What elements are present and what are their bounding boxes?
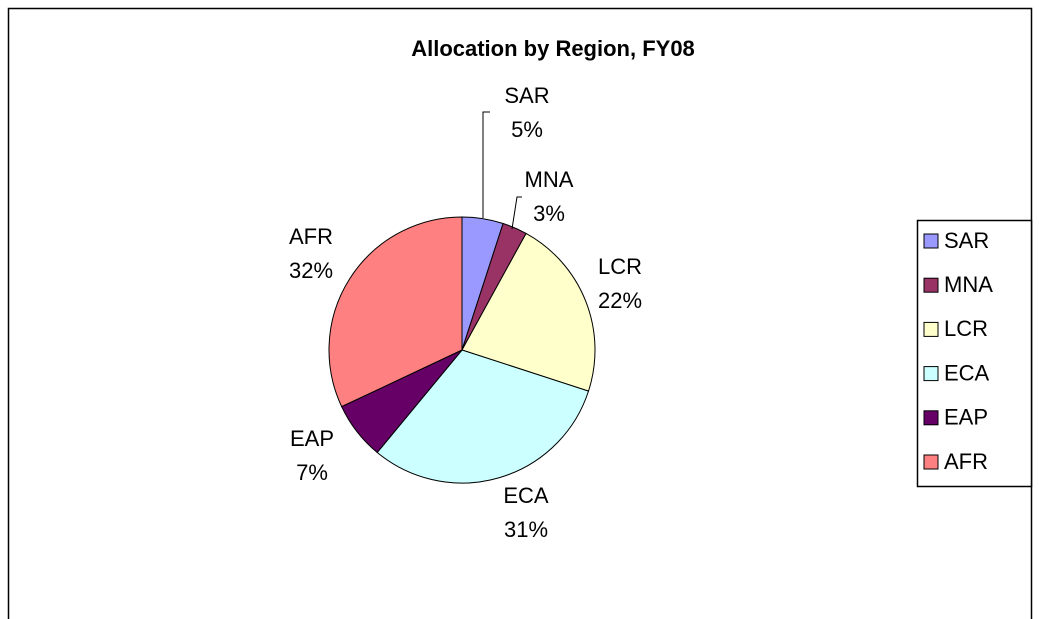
slice-label: LCR (598, 254, 642, 279)
legend-label: EAP (944, 405, 988, 430)
pie-slice (461, 232, 596, 392)
slice-value: 22% (598, 288, 642, 313)
legend-box (916, 219, 1033, 488)
slice-value: 7% (296, 460, 328, 485)
legend-swatch (923, 321, 939, 337)
legend-swatch (923, 366, 939, 382)
slice-label: AFR (289, 224, 333, 249)
legend-swatch (923, 233, 939, 249)
legend-label: MNA (944, 272, 993, 297)
legend-label: AFR (944, 449, 988, 474)
leader-line (511, 196, 522, 230)
slice-label: EAP (290, 426, 334, 451)
legend-label: ECA (944, 360, 990, 385)
legend-label: SAR (944, 228, 989, 253)
chart-title: Allocation by Region, FY08 (411, 36, 695, 61)
slice-value: 31% (504, 517, 548, 542)
slice-value: 3% (533, 201, 565, 226)
slice-label: MNA (525, 167, 574, 192)
pie-slice (376, 349, 590, 484)
slice-label: SAR (504, 83, 549, 108)
legend-swatch (923, 277, 939, 293)
slice-value: 32% (289, 258, 333, 283)
legend-label: LCR (944, 316, 988, 341)
leader-line (482, 111, 490, 218)
pie-slice (328, 216, 463, 408)
legend-swatch (923, 454, 939, 470)
slice-value: 5% (511, 117, 543, 142)
slice-label: ECA (503, 483, 549, 508)
legend-swatch (923, 410, 939, 426)
